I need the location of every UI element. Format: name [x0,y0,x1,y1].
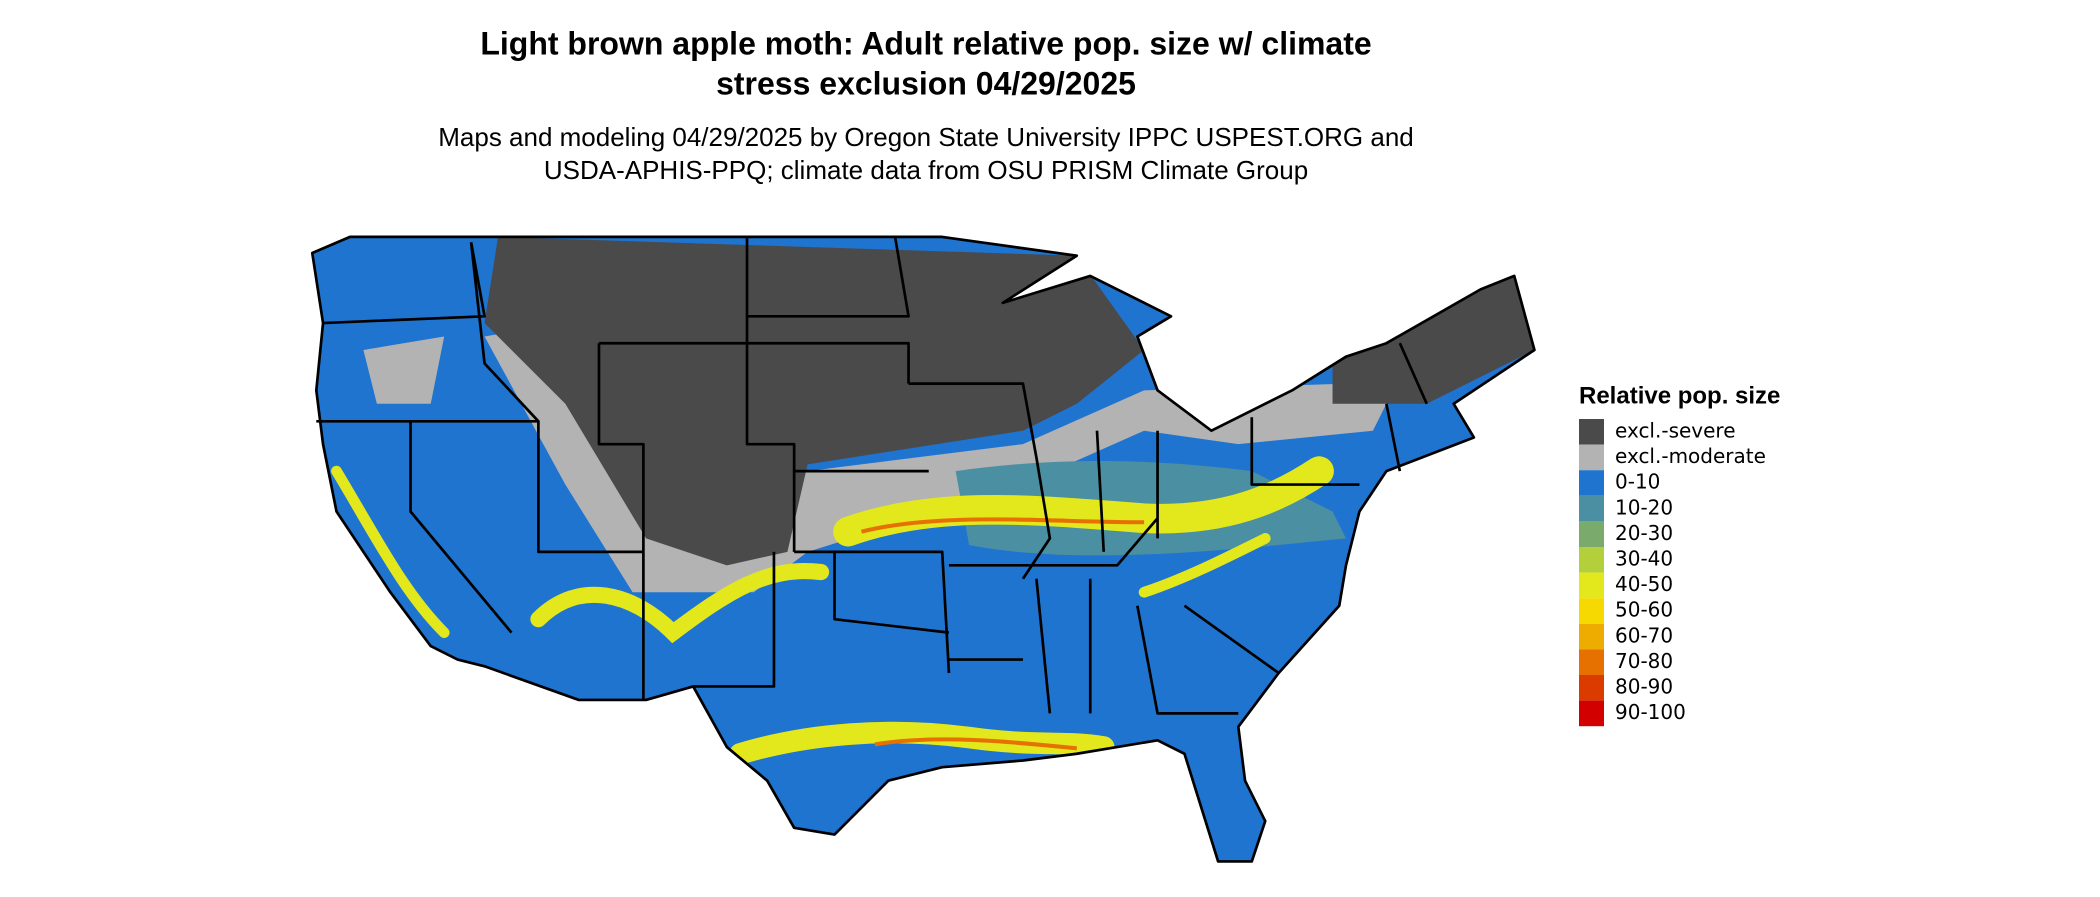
legend-label: 90-100 [1615,700,1686,724]
legend: excl.-severeexcl.-moderate0-1010-2020-30… [1579,419,1766,727]
region-peak [860,517,1145,751]
legend-swatch [1579,598,1604,624]
legend-label: 40-50 [1615,572,1673,596]
legend-label: 80-90 [1615,675,1673,699]
legend-swatch [1579,700,1604,727]
legend-swatch [1579,547,1604,573]
state-borders [316,236,1428,715]
legend-swatch [1579,521,1604,547]
legend-swatch [1579,470,1604,496]
us-map [310,235,1536,863]
legend-label: excl.-moderate [1615,444,1766,468]
legend-swatch [1579,572,1604,599]
legend-label: 70-80 [1615,649,1673,673]
legend-title: Relative pop. size [1579,382,1780,409]
legend-label: 30-40 [1615,547,1673,571]
legend-swatch [1579,444,1604,471]
legend-swatch [1579,419,1604,445]
legend-label: 20-30 [1615,521,1673,545]
legend-label: 10-20 [1615,495,1673,519]
legend-label: 50-60 [1615,598,1673,622]
legend-label: excl.-severe [1615,419,1736,443]
legend-swatch [1579,495,1604,522]
legend-swatch [1579,623,1604,650]
subtitle: USDA-APHIS-PPQ; climate data from OSU PR… [544,155,1308,185]
legend-swatch [1579,675,1604,701]
legend-swatch [1579,649,1604,675]
title: Light brown apple moth: Adult relative p… [480,25,1371,61]
subtitle: Maps and modeling 04/29/2025 by Oregon S… [438,122,1414,152]
legend-label: 60-70 [1615,623,1673,647]
title: stress exclusion 04/29/2025 [716,65,1136,101]
legend-label: 0-10 [1615,470,1660,494]
